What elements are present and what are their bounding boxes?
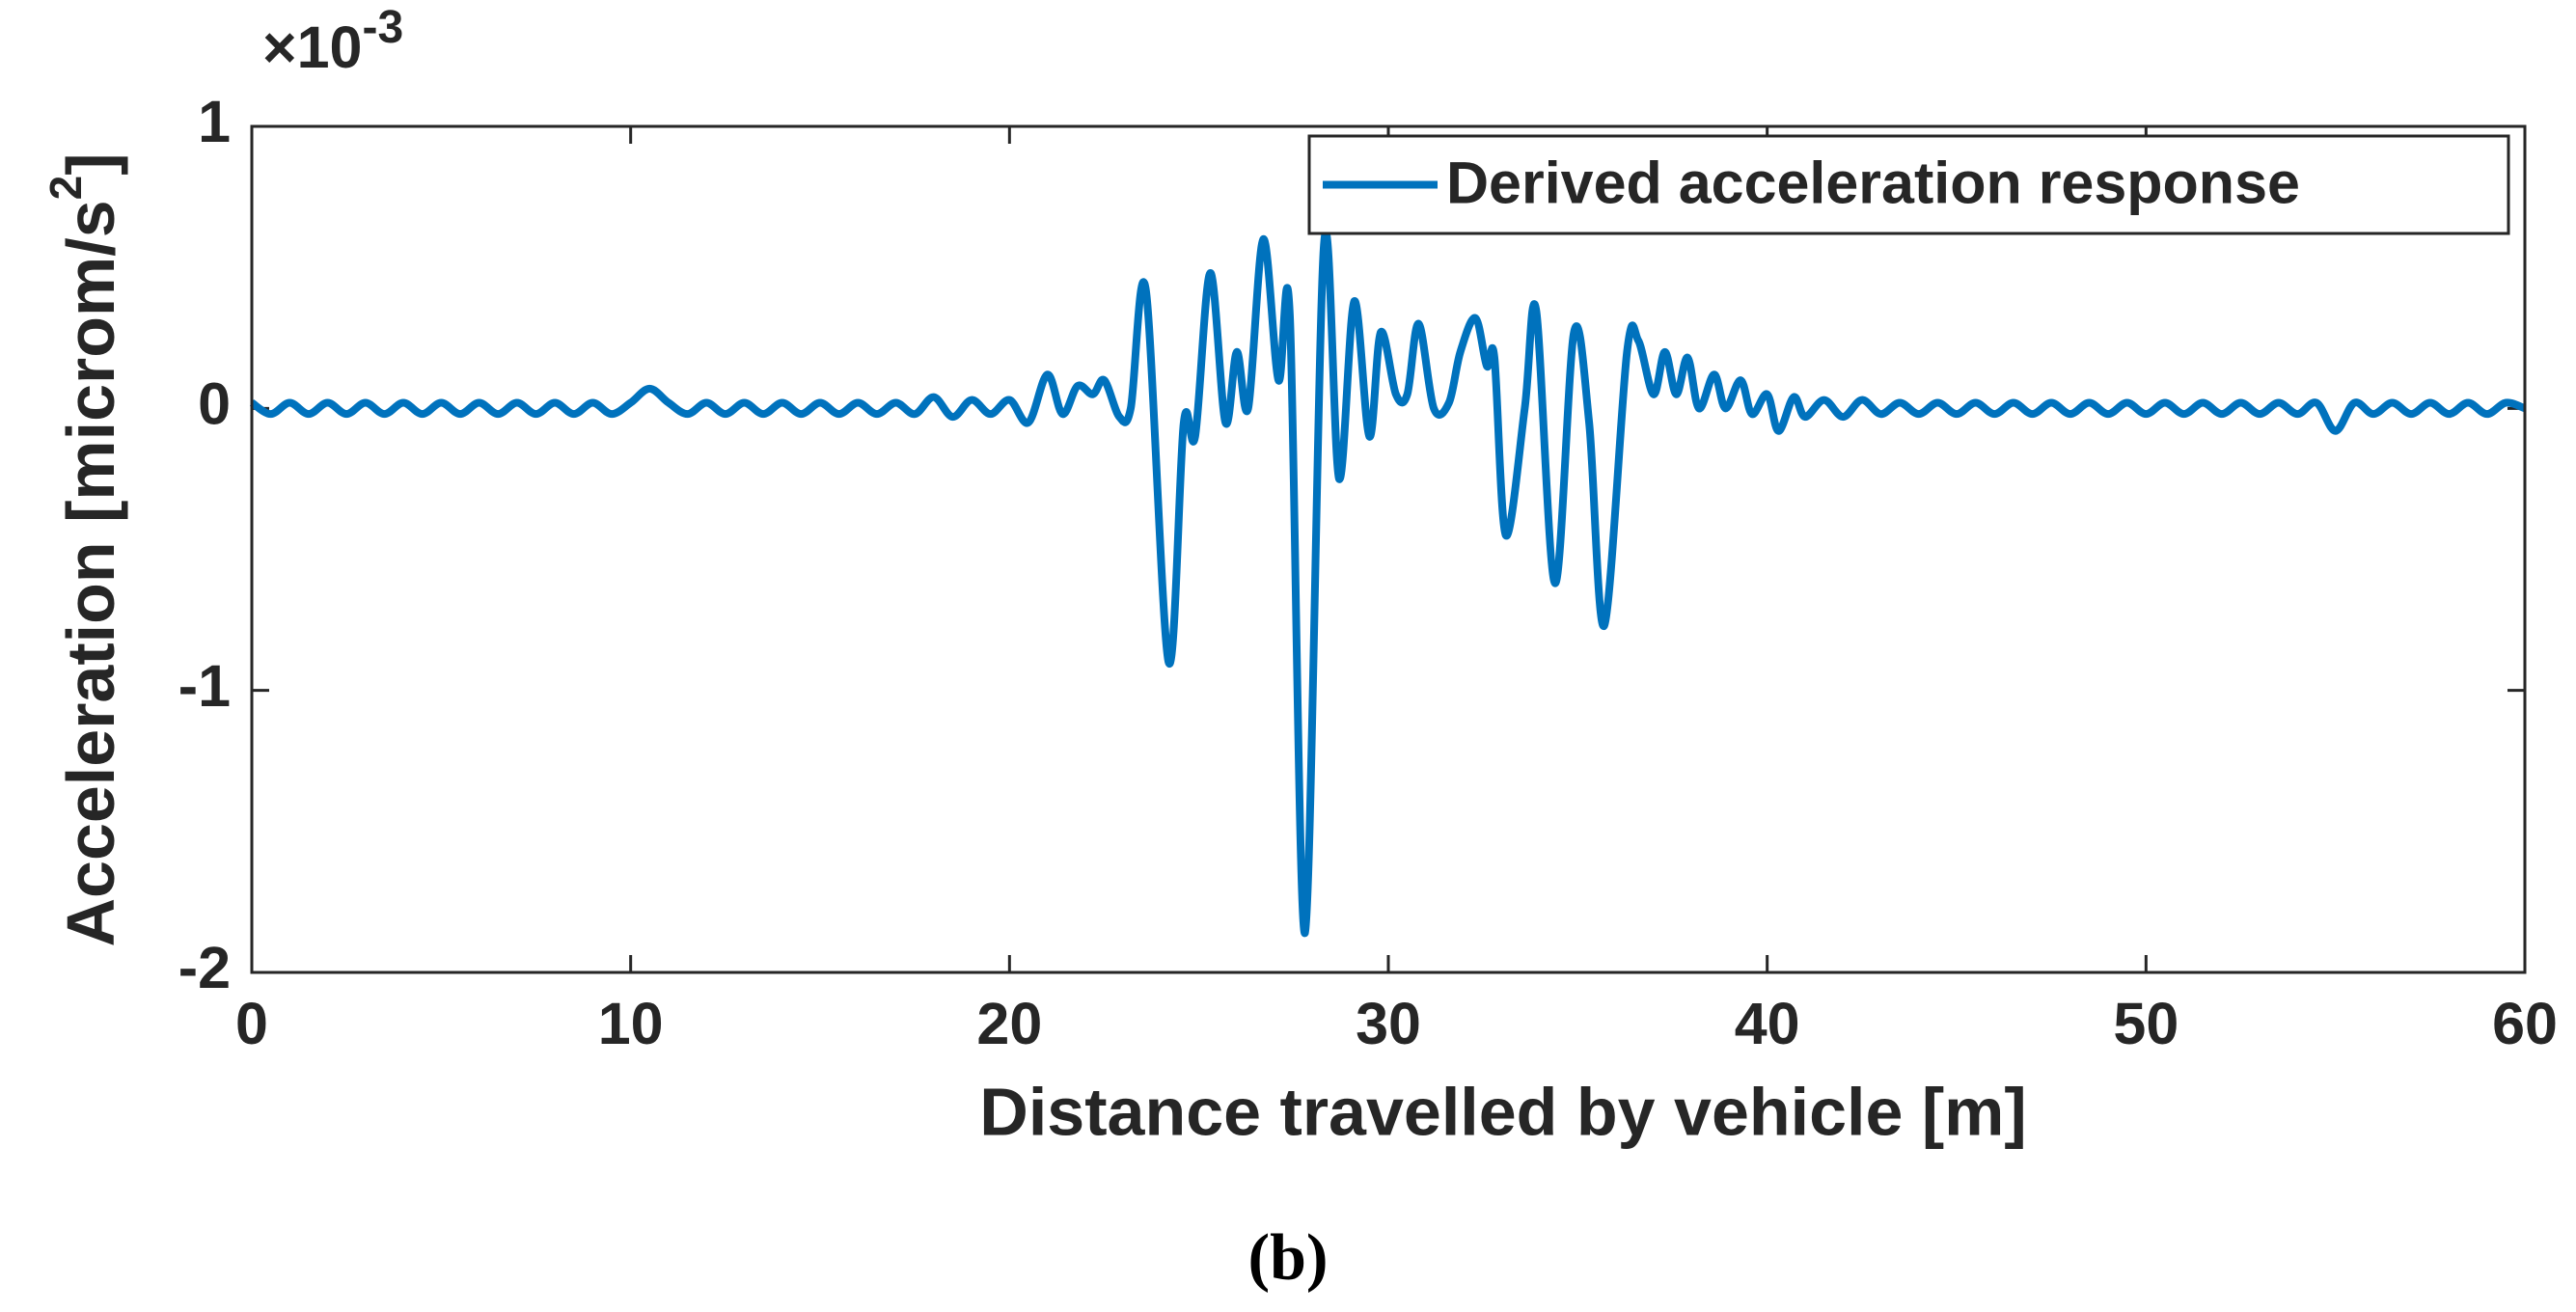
- y-tick-label: -1: [178, 653, 231, 719]
- x-axis-label: Distance travelled by vehicle [m]: [979, 1074, 2026, 1149]
- y-multiplier-base: ×10: [262, 14, 362, 80]
- y-label-text: Acceleration [microm/s: [53, 200, 128, 946]
- y-multiplier-exponent: -3: [362, 2, 403, 53]
- x-tick-label: 50: [2113, 991, 2179, 1056]
- y-multiplier: ×10-3: [262, 2, 403, 80]
- x-tick-label: 20: [976, 991, 1042, 1056]
- x-tick-label: 0: [235, 991, 268, 1056]
- y-tick-label: 0: [198, 370, 231, 436]
- y-label-end: ]: [53, 152, 128, 175]
- x-tick-label: 60: [2492, 991, 2558, 1056]
- legend-box: [1307, 134, 2510, 235]
- legend-label: Derived acceleration response: [1446, 150, 2300, 216]
- y-axis-label: Acceleration [microm/s2]: [41, 152, 128, 946]
- x-tick-label: 30: [1356, 991, 1421, 1056]
- data-line: [249, 229, 2527, 938]
- plot-frame: [250, 124, 2527, 974]
- caption: (b): [1247, 1220, 1328, 1294]
- y-tick-label: -2: [178, 935, 231, 1000]
- x-tick-label: 10: [598, 991, 664, 1056]
- y-tick-label: 1: [198, 89, 231, 154]
- y-label-superscript: 2: [41, 176, 91, 201]
- x-tick-label: 40: [1735, 991, 1800, 1056]
